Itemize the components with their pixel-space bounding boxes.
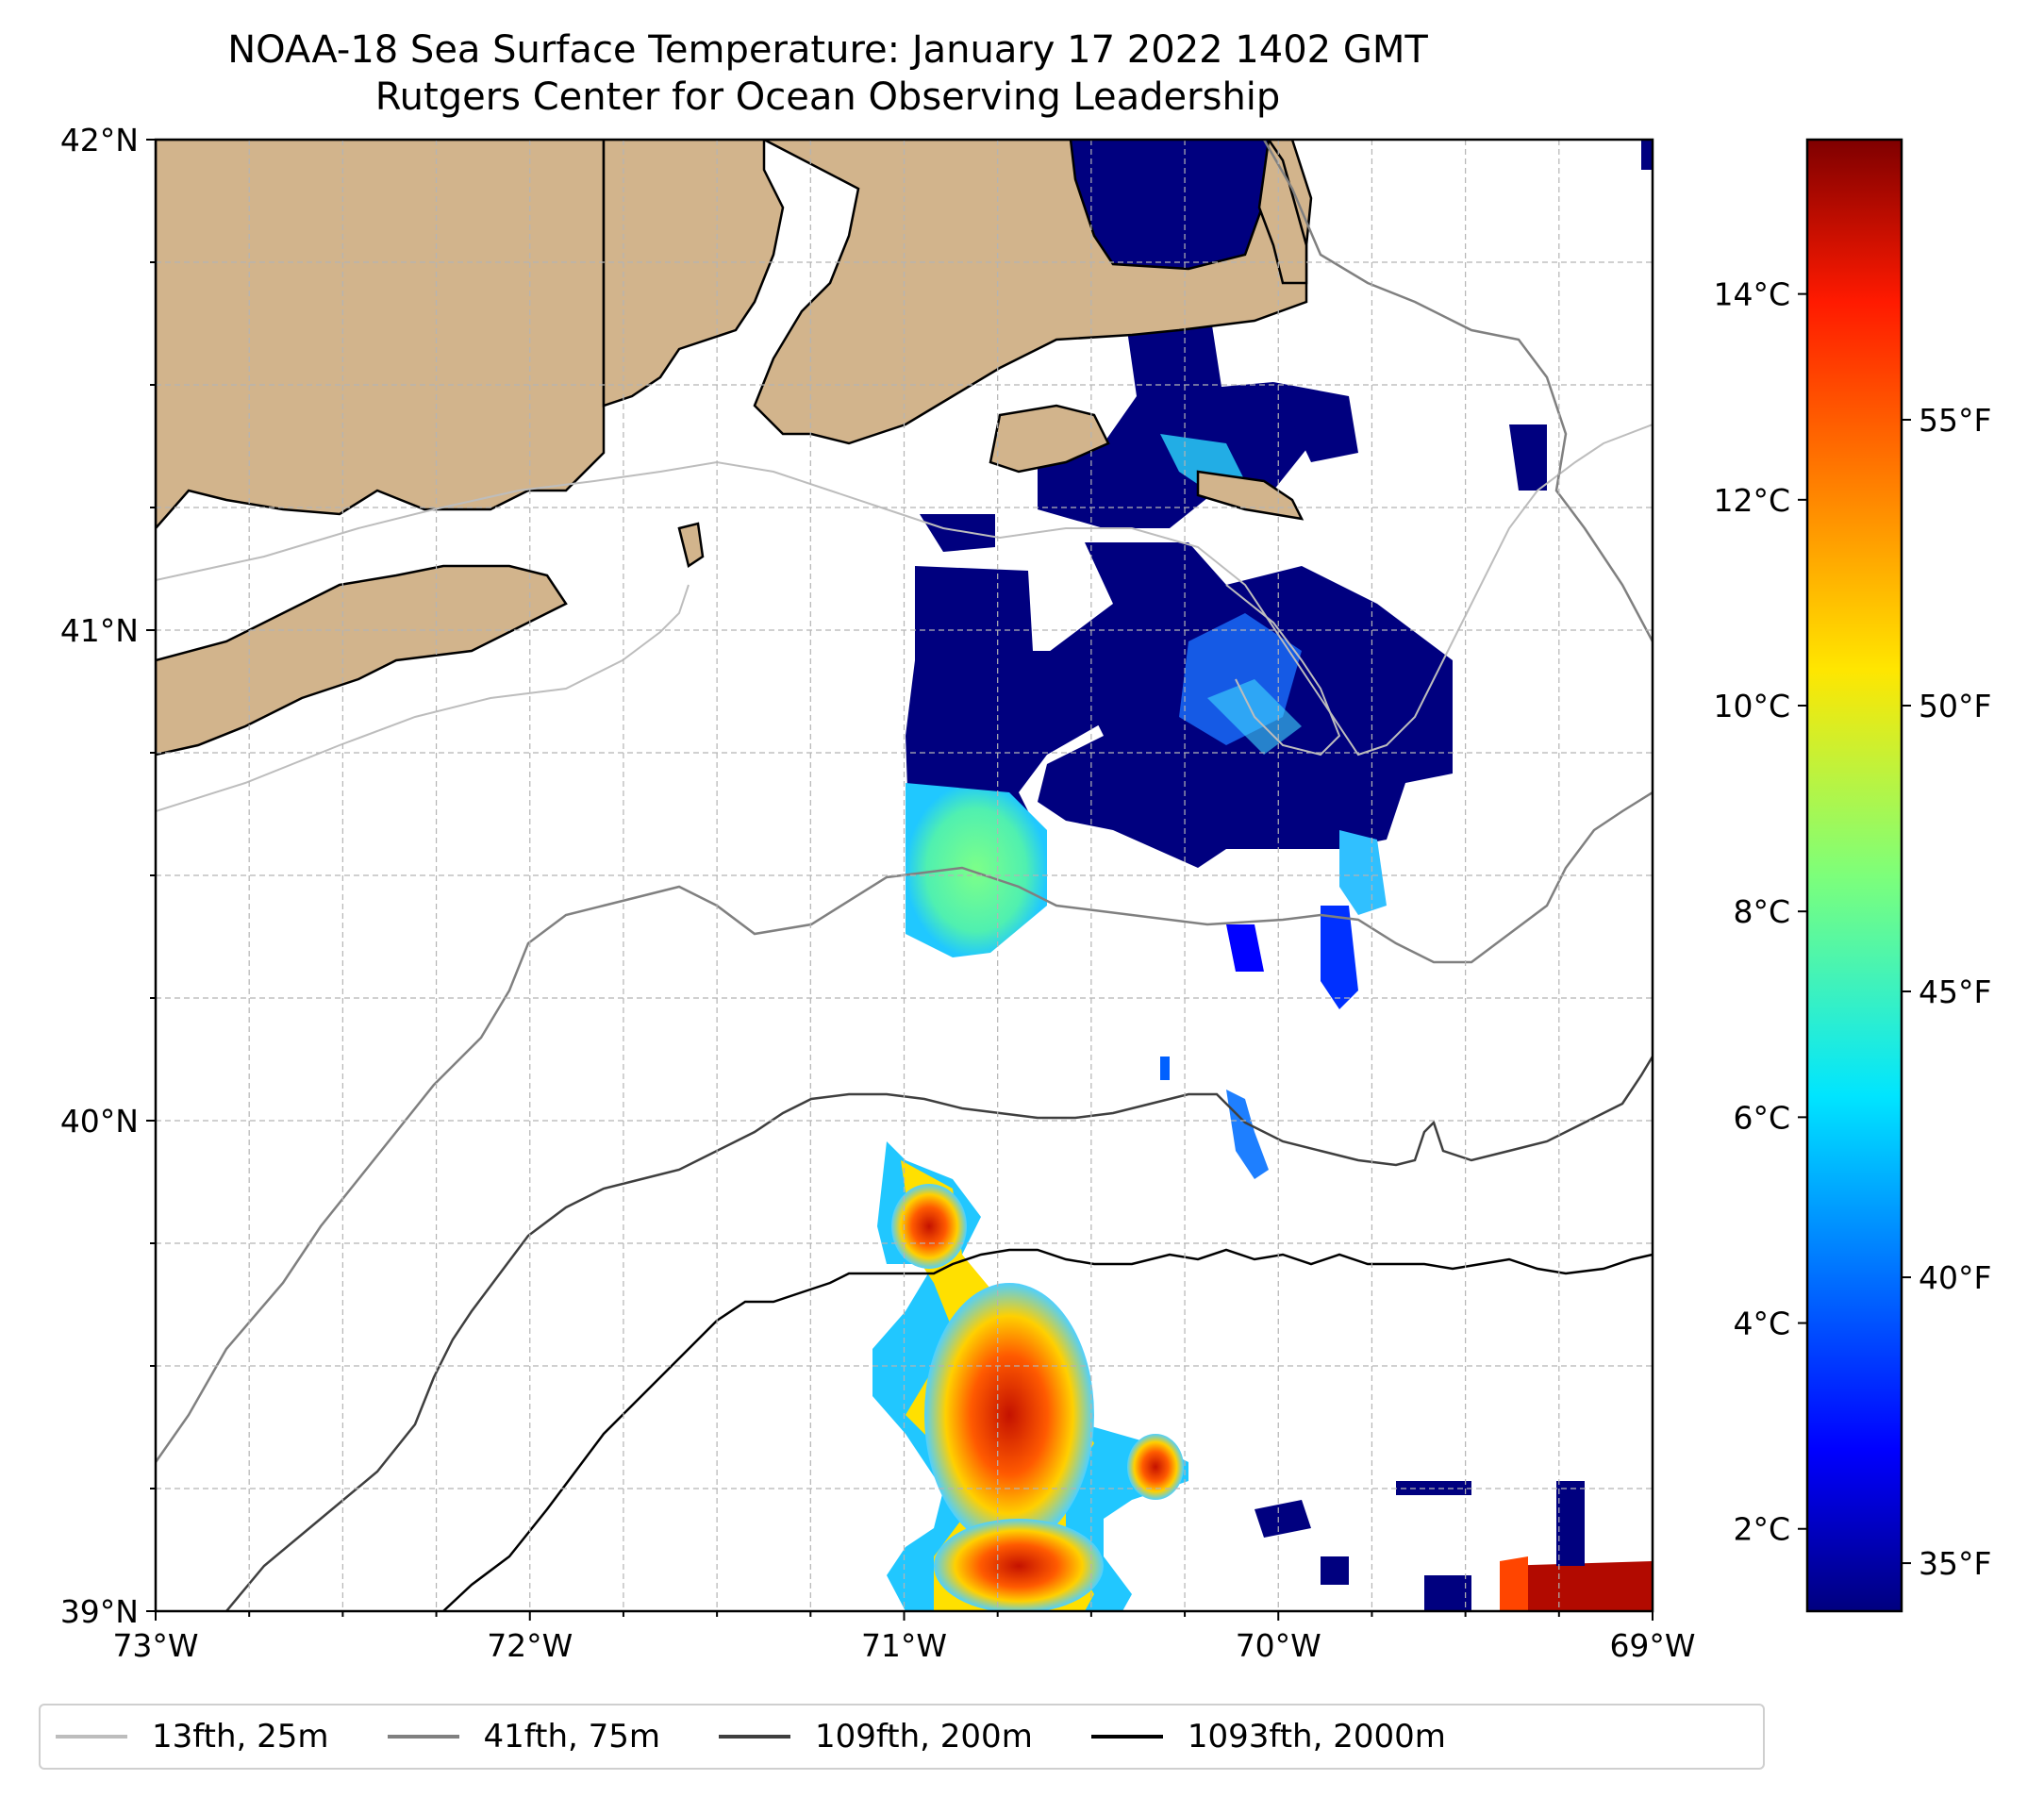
colorbar-fahrenheit-label: 45°F: [1919, 973, 1991, 1010]
contour-75m-north: [1262, 140, 1653, 642]
colorbar-fahrenheit-label: 35°F: [1919, 1545, 1991, 1582]
legend-label: 41fth, 75m: [483, 1718, 661, 1755]
legend-label: 1093fth, 2000m: [1187, 1718, 1446, 1755]
colorbar-celsius-label: 4°C: [1733, 1306, 1790, 1342]
legend-label: 109fth, 200m: [815, 1718, 1033, 1755]
contour-200m: [225, 1056, 1653, 1611]
sst-patch-dot: [1160, 1057, 1170, 1080]
land-massachusetts: [753, 140, 1313, 445]
land-cape-cod-forearm: [1257, 140, 1308, 285]
x-tick-label: 70°W: [1236, 1627, 1321, 1664]
land-connecticut: [156, 140, 606, 530]
land-marthas-vineyard: [989, 404, 1110, 474]
colorbar-fahrenheit-labels: 55°F 50°F 45°F 40°F 35°F: [1902, 402, 1991, 1582]
legend-line-swatch: [1090, 1735, 1163, 1739]
map-title: NOAA-18 Sea Surface Temperature: January…: [227, 28, 1428, 72]
legend-line-swatch: [719, 1735, 791, 1739]
colorbar-celsius-label: 8°C: [1733, 893, 1790, 930]
legend-entry: 1093fth, 2000m: [1090, 1718, 1446, 1755]
y-tick-label: 42°N: [60, 122, 139, 158]
y-tick-label: 40°N: [60, 1103, 139, 1140]
sst-patch-warm-core: [924, 1283, 1094, 1547]
contour-2000m: [442, 1248, 1653, 1611]
sst-patch-se-cold: [1556, 1481, 1585, 1566]
contour-75m: [156, 790, 1653, 1463]
land-rhode-island: [602, 140, 785, 408]
colorbar-celsius-labels: 14°C 12°C 10°C 8°C 6°C 4°C 2°C: [1713, 276, 1807, 1548]
contour-25m-south: [156, 584, 690, 812]
bathymetry-layer: [156, 140, 1653, 1611]
contour-25m: [156, 424, 1653, 757]
colorbar-celsius-label: 12°C: [1713, 482, 1790, 519]
contour-25m-shoals: [1225, 584, 1341, 757]
y-tick-label: 39°N: [60, 1593, 139, 1630]
sst-patch-south-blue: [1321, 906, 1358, 1009]
sst-patch-blue-small: [1226, 924, 1264, 972]
colorbar-celsius-label: 10°C: [1713, 688, 1790, 724]
x-tick-label: 72°W: [487, 1627, 573, 1664]
map-subtitle: Rutgers Center for Ocean Observing Leade…: [374, 75, 1281, 119]
legend-entry: 41fth, 75m: [387, 1718, 661, 1755]
map-plot-area: [156, 140, 1653, 1611]
sst-patch-ne-blob: [1509, 424, 1547, 491]
x-tick-label: 71°W: [861, 1627, 947, 1664]
legend-entry: 109fth, 200m: [719, 1718, 1033, 1755]
y-tick-label: 41°N: [60, 612, 139, 649]
colorbar: [1807, 140, 1902, 1611]
sst-patch-warm-core-south: [934, 1519, 1104, 1611]
colorbar-frame: [1805, 138, 1903, 1613]
colorbar-fahrenheit-label: 40°F: [1919, 1259, 1991, 1296]
land-block-island: [677, 522, 705, 569]
bathymetry-legend: 13fth, 25m 41fth, 75m 109fth, 200m 1093fth,…: [39, 1704, 1765, 1770]
sst-patch-se-dot: [1321, 1556, 1349, 1585]
sst-patch-small: [920, 514, 995, 552]
colorbar-celsius-label: 2°C: [1733, 1511, 1790, 1548]
x-tick-label: 73°W: [112, 1627, 198, 1664]
sst-patch-se-warm-edge: [1500, 1556, 1528, 1611]
legend-line-swatch: [387, 1735, 459, 1739]
sst-patch-se-blob: [1255, 1500, 1311, 1538]
sst-data-layer: [872, 140, 1653, 1611]
colorbar-fahrenheit-label: 55°F: [1919, 402, 1991, 439]
axis-ticks: [146, 139, 1653, 1621]
sst-patch-south-cyan: [1339, 830, 1387, 915]
sst-patch-cool-shelf: [906, 783, 1047, 957]
colorbar-celsius-label: 14°C: [1713, 276, 1790, 313]
land-nantucket: [1196, 470, 1305, 521]
gridlines: [156, 140, 1653, 1611]
y-tick-labels: 42°N 41°N 40°N 39°N: [60, 122, 139, 1630]
x-tick-labels: 73°W 72°W 71°W 70°W 69°W: [112, 1627, 1695, 1664]
colorbar-celsius-label: 6°C: [1733, 1099, 1790, 1136]
x-tick-label: 69°W: [1609, 1627, 1695, 1664]
sst-patch-eddy-strip: [1226, 1090, 1269, 1179]
colorbar-fahrenheit-label: 50°F: [1919, 688, 1991, 724]
sst-patch-se-warm: [1500, 1561, 1653, 1611]
sst-patch-warm-eddy: [1127, 1434, 1184, 1500]
sst-patch-east: [1273, 382, 1358, 462]
land-layer: [156, 140, 1313, 757]
sst-patch-se-corner: [1424, 1575, 1471, 1611]
legend-label: 13fth, 25m: [152, 1718, 329, 1755]
legend-line-swatch: [56, 1735, 127, 1739]
land-long-island: [156, 564, 568, 757]
sst-patch-ne-corner: [1641, 140, 1653, 170]
sst-patch-warm-core-north: [891, 1184, 967, 1269]
sst-patch-cape-cod-bay: [1071, 140, 1269, 269]
legend-entry: 13fth, 25m: [56, 1718, 329, 1755]
